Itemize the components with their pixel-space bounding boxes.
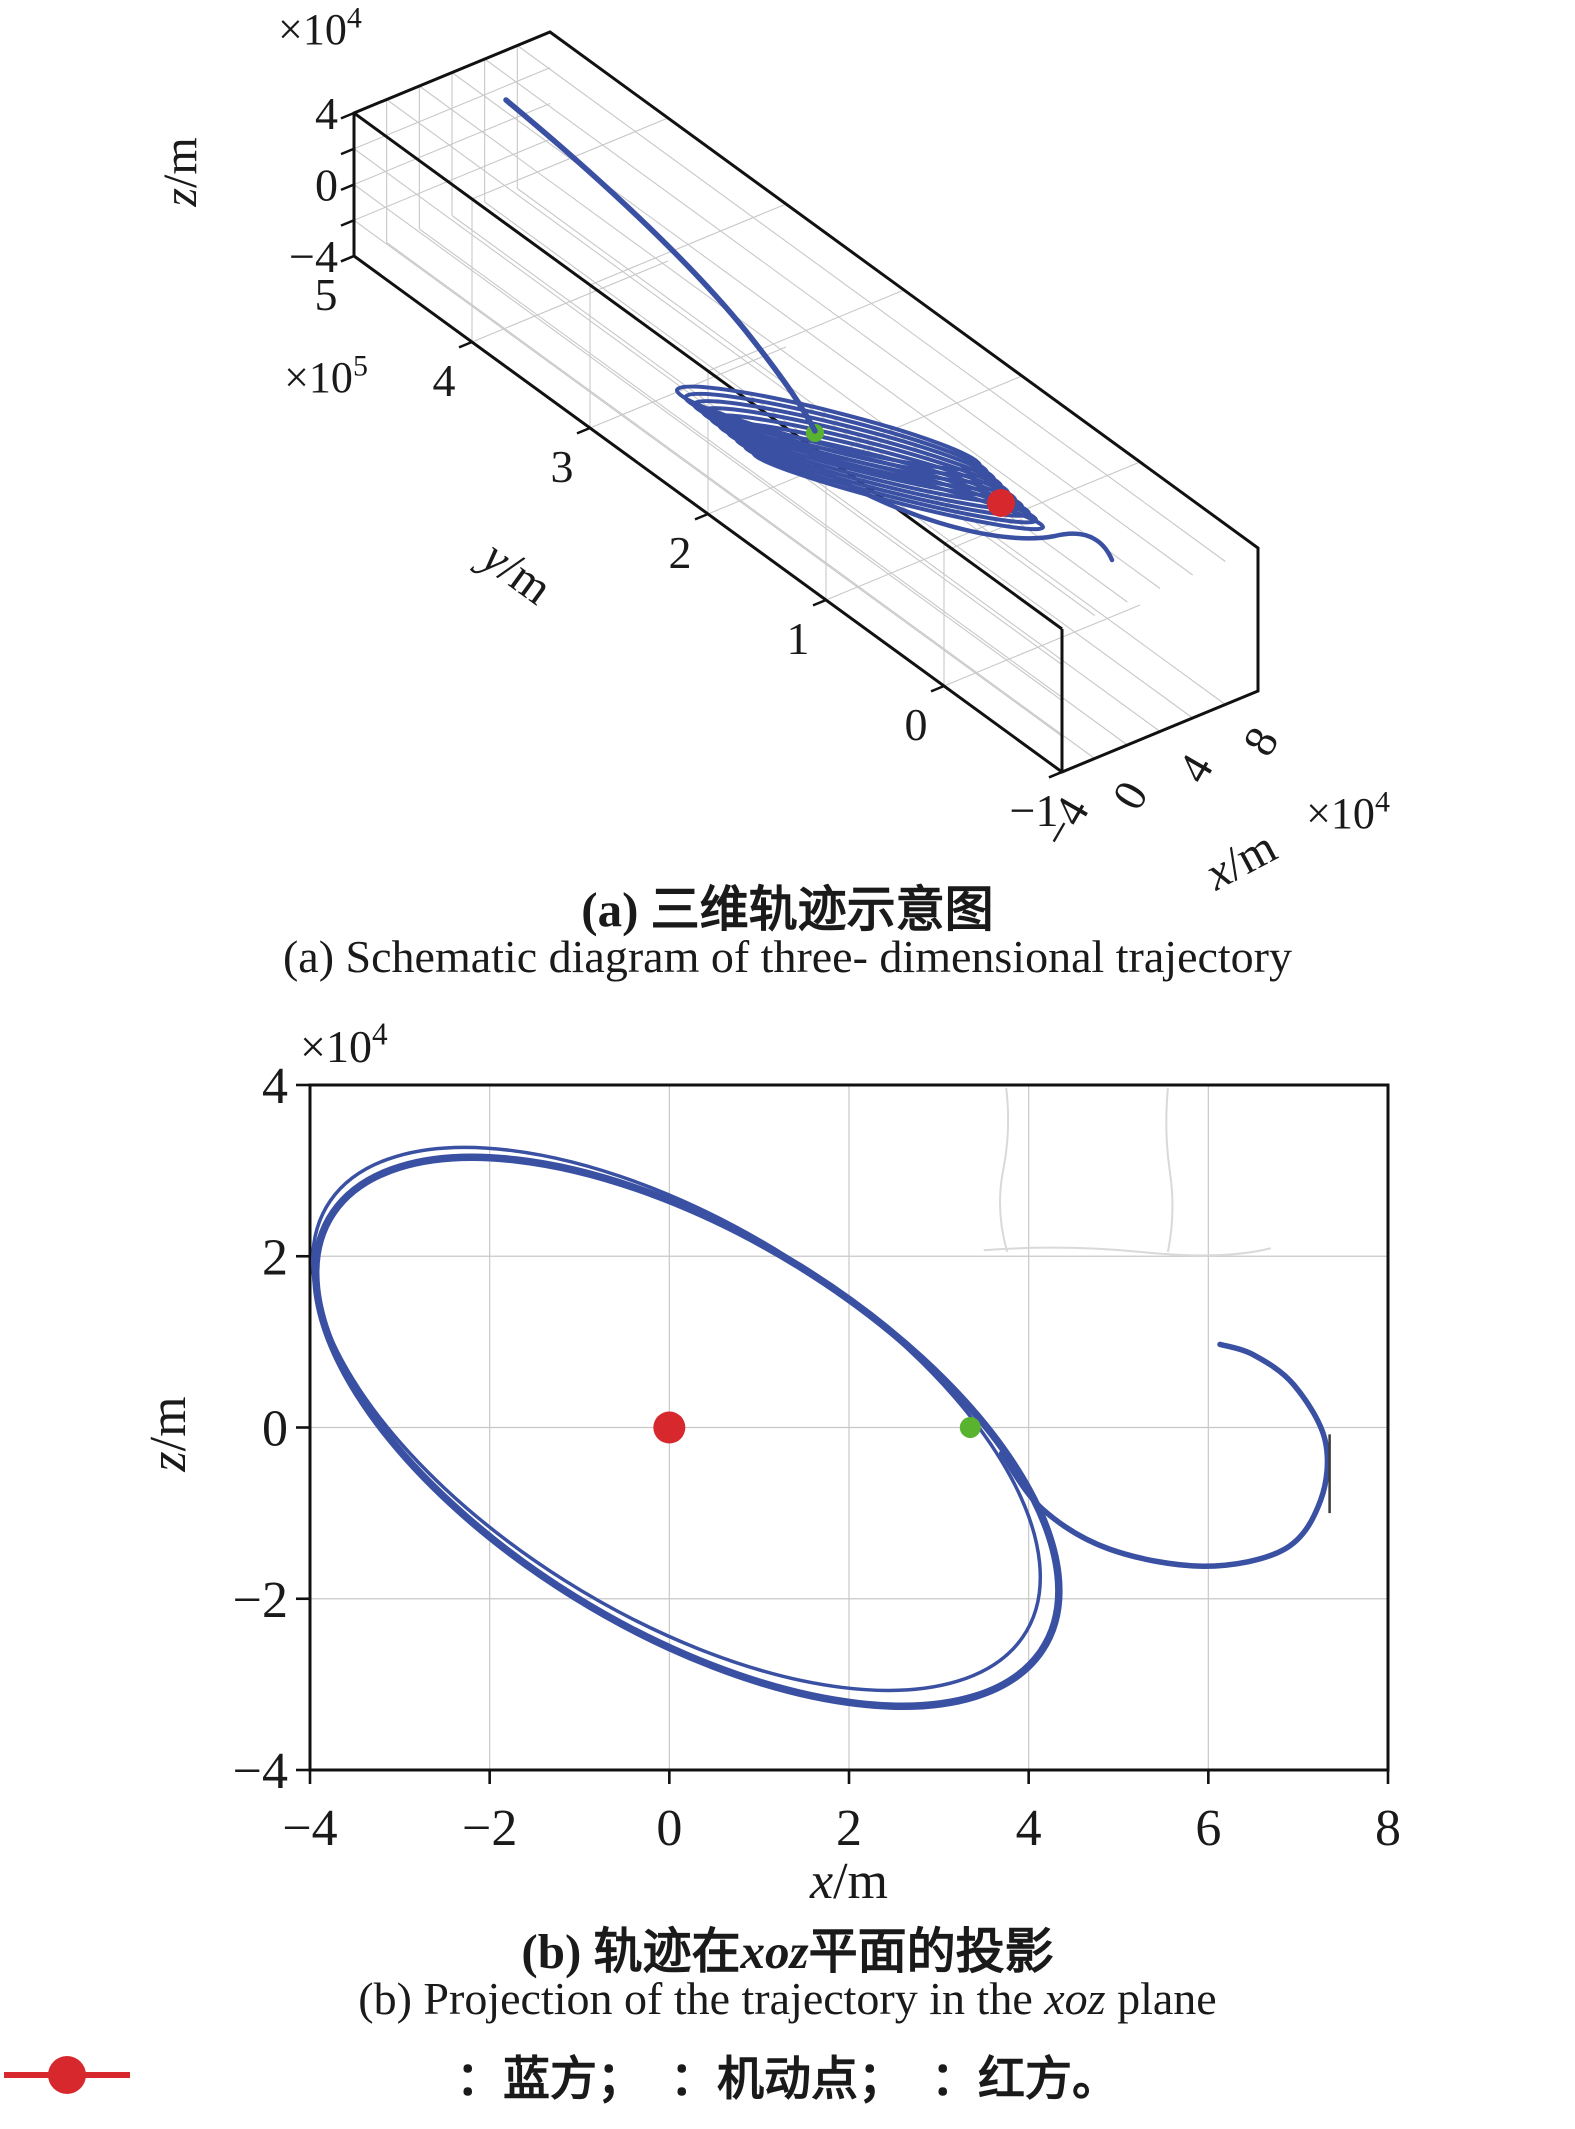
plot-xoz-projection: 4 2 0 −2 −4−4 −2 0 2 4 6 8 ×104 z/m x/m [0, 1000, 1401, 1910]
plot-b-xtick-label: 0 [656, 1800, 682, 1857]
plot-a-zscale-label: ×104 [278, 1, 362, 54]
legend-item-red-side: ：红方。 [4, 2040, 1119, 2109]
caption-b-zh-pre: (b) 轨迹在 [521, 1924, 741, 1979]
plot-a-ytick-label: 2 [669, 527, 692, 578]
plot-b-ztick-label: 4 [262, 1058, 288, 1115]
plot-a-ytick-label: 4 [433, 355, 456, 406]
legend-item-maneuver-point: ：机动点； [4, 2040, 905, 2109]
plot-a-ytick-label: 5 [315, 269, 338, 320]
caption-b-en-var: xoz [1044, 1973, 1106, 2024]
blue-transfer-curve [998, 1341, 1331, 1569]
plot-a-gridlines [353, 45, 1226, 759]
plot-b-ztick-label: −2 [233, 1572, 288, 1629]
plot-b-ztick-label: 2 [262, 1229, 288, 1286]
plot-b-xtick-label: 2 [836, 1800, 862, 1857]
blue-trajectory-descent [503, 97, 818, 434]
legend: ：蓝方； ：机动点； ：红方。 [0, 2040, 1575, 2109]
plot-a-ztick-label: 4 [315, 88, 338, 139]
legend-label-maneuver-point: ：机动点； [670, 2054, 905, 2106]
caption-a-en-text: (a) Schematic diagram of three- dimensio… [282, 931, 1292, 982]
caption-a-zh-text: (a) 三维轨迹示意图 [581, 882, 994, 937]
plot-b-ztick-label: 0 [262, 1401, 288, 1458]
plot-b-xtick-label: −2 [462, 1800, 517, 1857]
plot-b-ticks [296, 1083, 1390, 1784]
red-side-dot-3d [987, 489, 1015, 517]
plot-a-zaxis-title: z/m [154, 137, 207, 207]
plot-b-xtick-label: 8 [1375, 1800, 1401, 1857]
legend-item-blue-side: ：蓝方； [4, 2040, 644, 2109]
caption-b-en-post: plane [1105, 1973, 1217, 2024]
plot-a-ytick-label: 1 [787, 613, 810, 664]
plot-b-xaxis-title: x/m [809, 1853, 888, 1910]
scan-artifact-lines [983, 1087, 1271, 1257]
red-side-dot [653, 1411, 686, 1444]
plot-a-ztick-label: 0 [315, 160, 338, 211]
legend-marker-red-side [4, 2055, 130, 2094]
plot-b-zaxis-title: z/m [140, 1396, 197, 1472]
plot-a-ztick-label: −4 [289, 231, 338, 282]
plot-b-labels: 4 2 0 −2 −4−4 −2 0 2 4 6 8 ×104 z/m x/m [140, 1017, 1401, 1910]
blue-trajectory-tail [812, 462, 1115, 563]
plot-a-ytick-label: 3 [551, 441, 574, 492]
caption-b-zh-var: xoz [740, 1924, 809, 1979]
plot-b-gridlines [310, 1085, 1388, 1770]
caption-a-english: (a) Schematic diagram of three- dimensio… [0, 930, 1575, 983]
plot-a-ticks [340, 111, 1259, 779]
plot-b-ztick-label: −4 [233, 1743, 288, 1800]
plot-a-xtick-label: 0 [1102, 773, 1158, 818]
blue-orbit-ellipse [221, 1047, 1154, 1816]
caption-b-zh-post: 平面的投影 [808, 1924, 1054, 1979]
plot-a-yscale-label: ×105 [284, 349, 368, 402]
legend-label-blue-side: ：蓝方； [456, 2054, 644, 2106]
plot-b-xtick-label: 4 [1016, 1800, 1042, 1857]
plot-b-scale-label: ×104 [300, 1017, 388, 1072]
plot-a-xtick-label: 4 [1167, 746, 1223, 791]
plot-b-xtick-label: 6 [1195, 1800, 1221, 1857]
plot-a-ytick-label: 0 [905, 699, 928, 750]
caption-b-chinese: (b) 轨迹在xoz平面的投影 [0, 1912, 1575, 1983]
plot-a-ytick-label: −1 [1010, 785, 1059, 836]
blue-trajectory-spiral [674, 384, 1045, 532]
caption-a-chinese: (a) 三维轨迹示意图 [0, 870, 1575, 941]
plot-a-yaxis-title: y/m [468, 527, 561, 615]
plot-b-xtick-label: −4 [282, 1800, 337, 1857]
plot-a-xscale-label: ×104 [1306, 785, 1390, 838]
maneuver-point-dot [959, 1417, 981, 1438]
caption-b-english: (b) Projection of the trajectory in the … [0, 1972, 1575, 2025]
plot-a-xtick-label: 8 [1233, 719, 1289, 764]
legend-label-red-side: ：红方。 [931, 2054, 1119, 2106]
caption-b-en-pre: (b) Projection of the trajectory in the [358, 1973, 1045, 2024]
